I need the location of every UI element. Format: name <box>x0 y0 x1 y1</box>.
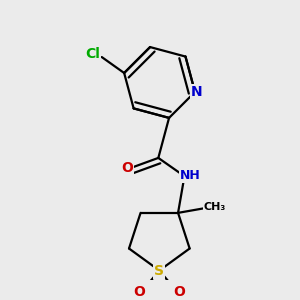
Text: O: O <box>134 285 145 299</box>
Text: O: O <box>122 161 133 175</box>
Text: O: O <box>173 285 185 299</box>
Text: N: N <box>191 85 203 99</box>
Text: Cl: Cl <box>85 47 100 61</box>
Text: CH₃: CH₃ <box>204 202 226 212</box>
Text: S: S <box>154 263 164 278</box>
Text: NH: NH <box>180 169 201 182</box>
